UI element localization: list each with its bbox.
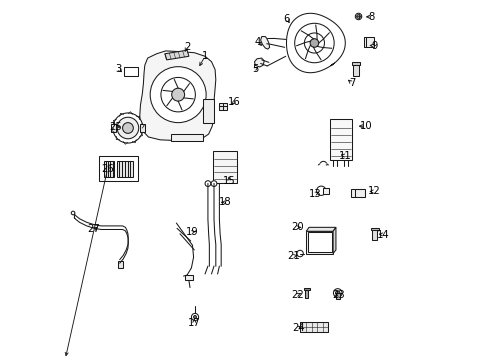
Bar — [185, 275, 192, 280]
Polygon shape — [305, 227, 335, 231]
Text: 6: 6 — [283, 14, 289, 24]
Bar — [203, 99, 214, 123]
Text: 4: 4 — [254, 37, 261, 47]
Circle shape — [211, 181, 217, 186]
Text: 27: 27 — [86, 225, 100, 234]
Circle shape — [316, 186, 325, 195]
Bar — [140, 125, 145, 132]
Text: 13: 13 — [308, 189, 321, 199]
Text: 9: 9 — [370, 41, 377, 50]
Circle shape — [204, 181, 210, 186]
Circle shape — [296, 250, 303, 257]
Text: 11: 11 — [338, 150, 350, 161]
Bar — [335, 293, 339, 299]
Text: 15: 15 — [223, 176, 235, 186]
Circle shape — [113, 113, 142, 143]
Text: 3: 3 — [115, 64, 121, 74]
Bar — [329, 119, 351, 160]
Text: 12: 12 — [367, 186, 380, 197]
Bar — [117, 161, 133, 177]
Bar — [171, 134, 203, 140]
Bar — [305, 231, 332, 253]
Text: 18: 18 — [218, 197, 231, 207]
Polygon shape — [140, 51, 215, 140]
Text: 5: 5 — [251, 64, 258, 74]
Bar — [307, 232, 331, 252]
Bar — [351, 189, 364, 197]
Bar — [351, 62, 359, 65]
Text: 20: 20 — [291, 222, 303, 232]
Circle shape — [309, 39, 318, 47]
Bar — [219, 103, 227, 111]
Text: 26: 26 — [101, 164, 114, 174]
Bar — [322, 188, 328, 194]
Text: 21: 21 — [287, 251, 300, 261]
Bar — [124, 67, 138, 76]
Circle shape — [304, 33, 324, 53]
Text: 22: 22 — [290, 290, 304, 300]
Bar — [99, 156, 138, 181]
Text: 1: 1 — [202, 51, 208, 61]
Text: 7: 7 — [348, 78, 355, 88]
Bar — [300, 321, 327, 332]
Polygon shape — [164, 50, 188, 60]
Bar — [363, 37, 373, 47]
Text: 23: 23 — [331, 290, 344, 300]
Bar — [118, 261, 122, 268]
Circle shape — [150, 67, 206, 123]
Bar — [110, 125, 116, 132]
Circle shape — [161, 77, 195, 112]
Polygon shape — [260, 37, 269, 49]
Circle shape — [333, 289, 341, 297]
Bar — [212, 151, 237, 183]
Text: 14: 14 — [377, 230, 389, 239]
Text: 8: 8 — [368, 12, 374, 22]
Text: 24: 24 — [291, 323, 304, 333]
Circle shape — [122, 123, 133, 134]
Circle shape — [171, 88, 184, 101]
Circle shape — [294, 23, 333, 63]
Text: 17: 17 — [187, 318, 200, 328]
Bar — [371, 229, 376, 240]
Polygon shape — [286, 13, 345, 73]
Circle shape — [117, 117, 139, 139]
Bar — [104, 161, 114, 177]
Text: 16: 16 — [227, 97, 241, 107]
Bar — [352, 64, 358, 76]
Text: 19: 19 — [186, 227, 199, 237]
Circle shape — [193, 316, 196, 319]
Bar — [305, 290, 307, 298]
Text: 25: 25 — [109, 122, 122, 132]
Circle shape — [71, 211, 75, 215]
Circle shape — [356, 15, 360, 18]
Bar — [370, 228, 378, 230]
Circle shape — [191, 314, 198, 320]
Text: 2: 2 — [183, 42, 190, 52]
Text: 10: 10 — [359, 121, 371, 131]
Circle shape — [335, 291, 339, 295]
Polygon shape — [332, 227, 335, 253]
Bar — [304, 288, 309, 291]
Polygon shape — [254, 58, 264, 67]
Circle shape — [355, 13, 361, 20]
